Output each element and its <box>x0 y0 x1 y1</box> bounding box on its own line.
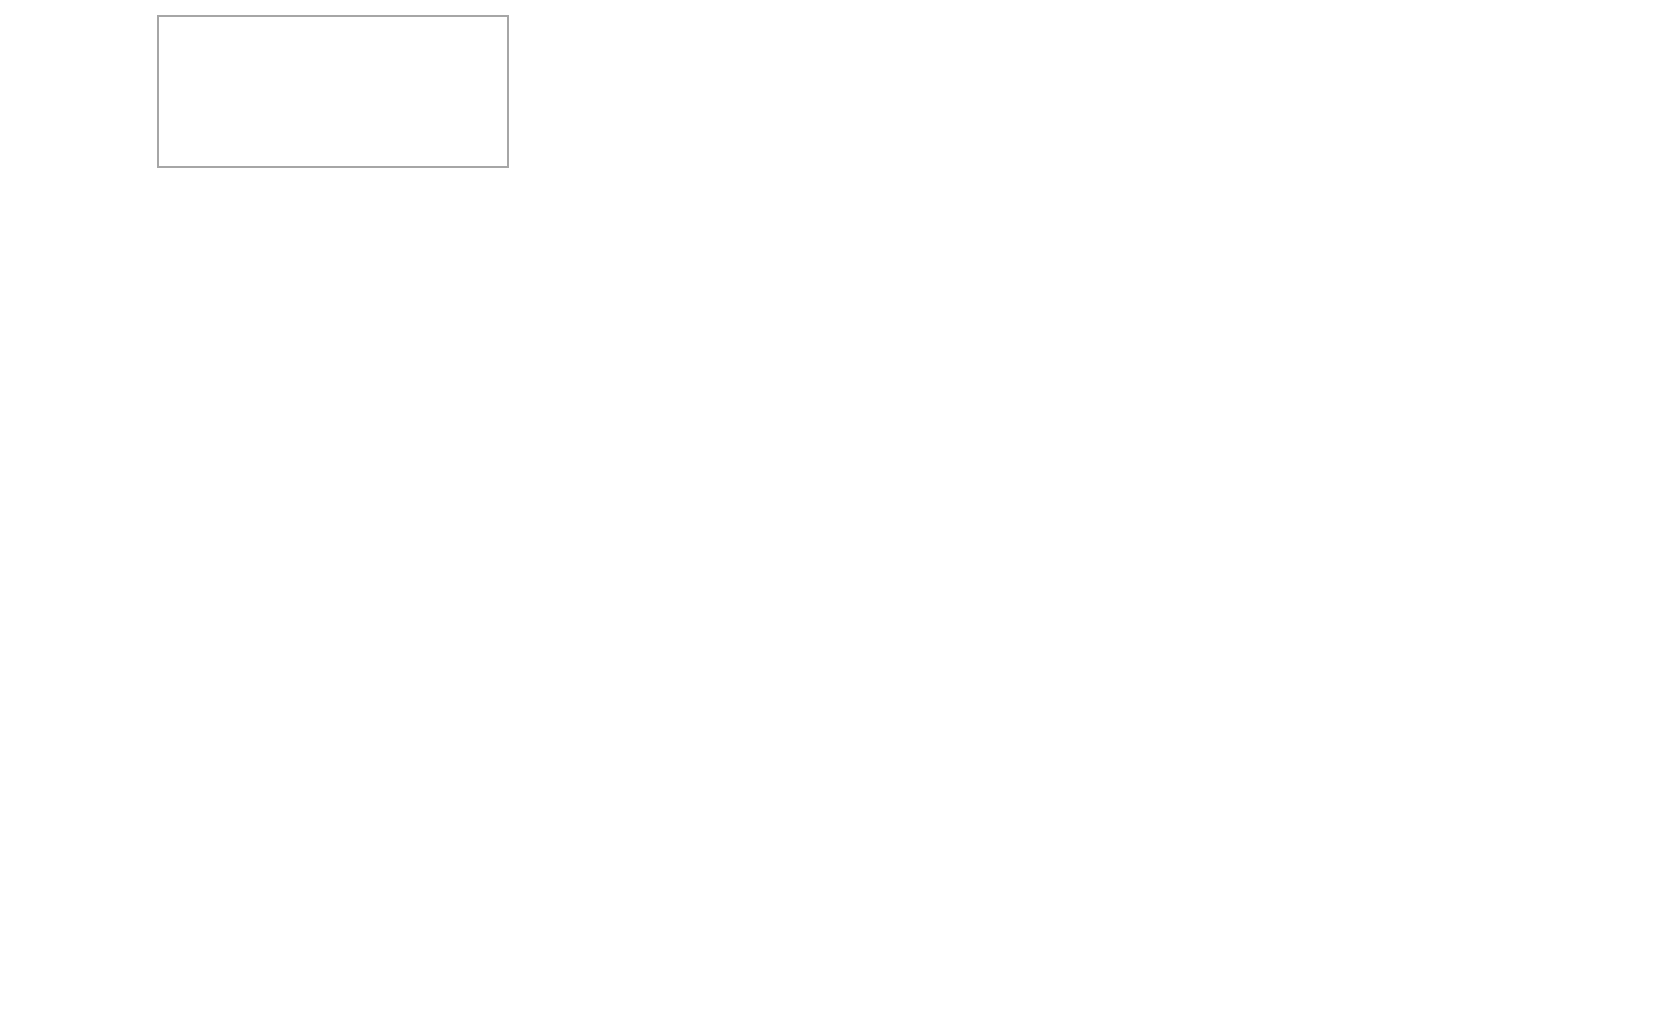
legend-box <box>157 15 509 168</box>
